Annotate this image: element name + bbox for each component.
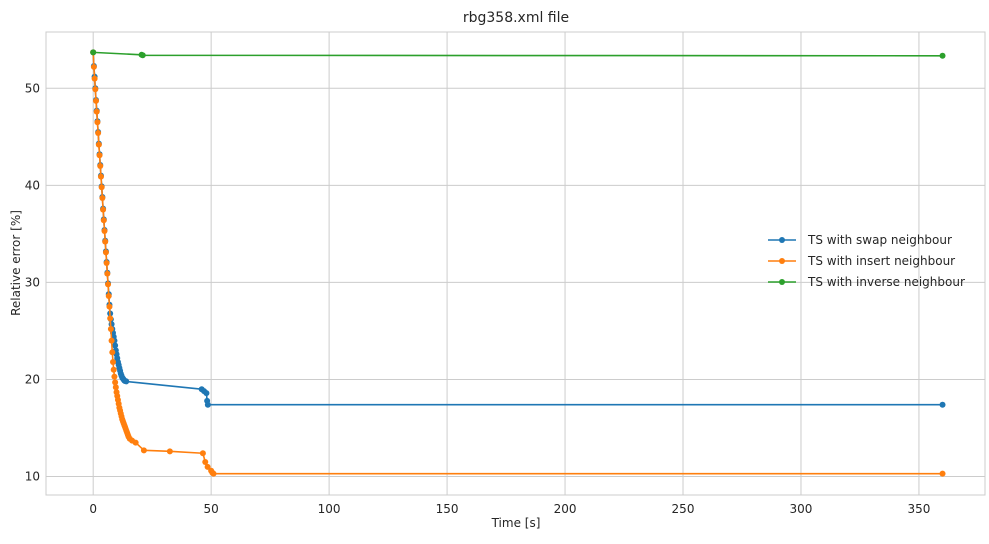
data-point (90, 49, 97, 56)
data-point (132, 439, 139, 446)
data-point (112, 379, 119, 386)
x-tick-label: 100 (318, 502, 341, 516)
x-tick-label: 300 (790, 502, 813, 516)
data-point (199, 450, 206, 457)
y-tick-label: 30 (25, 275, 40, 289)
x-tick-label: 250 (672, 502, 695, 516)
data-point (100, 206, 107, 213)
y-tick-label: 40 (25, 178, 40, 192)
plot-frame (45, 31, 986, 496)
data-point (110, 366, 117, 373)
data-point (111, 373, 118, 380)
x-tick-label: 150 (436, 502, 459, 516)
tick-labels: 0 50 100 150 200 250 300 350 10 20 30 40 50 (25, 81, 931, 516)
data-point (92, 86, 99, 93)
data-point (112, 384, 119, 391)
data-point (100, 217, 107, 224)
data-point (106, 303, 113, 310)
x-tick-label: 50 (204, 502, 219, 516)
data-point (105, 281, 112, 288)
data-point (103, 260, 110, 267)
series-ts-with-insert-neighbour (90, 49, 946, 477)
data-point (105, 293, 112, 300)
data-point (102, 238, 109, 245)
data-point (94, 119, 101, 126)
data-point (210, 470, 217, 477)
data-point (90, 63, 97, 70)
data-point (107, 315, 114, 322)
data-point (102, 249, 109, 256)
legend-label: TS with swap neighbour (807, 233, 952, 247)
data-point (202, 459, 209, 465)
legend-item: TS with inverse neighbour (768, 275, 965, 289)
series-ts-with-inverse-neighbour (90, 49, 946, 59)
data-point (101, 227, 108, 234)
data-point (203, 390, 210, 397)
data-point (939, 401, 946, 408)
x-tick-label: 350 (907, 502, 930, 516)
data-point (99, 194, 106, 201)
x-axis-title: Time [s] (491, 516, 541, 530)
legend-label: TS with insert neighbour (807, 254, 955, 268)
legend: TS with swap neighbour TS with insert nei… (768, 233, 965, 289)
chart-title: rbg358.xml file (463, 10, 569, 26)
y-tick-label: 50 (25, 81, 40, 95)
data-point (123, 378, 130, 385)
legend-marker (779, 258, 785, 264)
data-point (112, 342, 119, 349)
data-point (108, 337, 115, 344)
data-point (107, 326, 114, 333)
data-point (139, 52, 146, 59)
data-point (166, 448, 173, 455)
data-point (104, 270, 111, 277)
y-axis-title: Relative error [%] (9, 210, 23, 316)
data-point (91, 75, 98, 82)
data-point (98, 184, 105, 191)
grid (46, 32, 985, 495)
x-tick-label: 200 (554, 502, 577, 516)
data-point (97, 173, 104, 180)
data-point (96, 152, 103, 159)
data-point (93, 97, 100, 104)
data-point (140, 447, 147, 454)
y-tick-label: 10 (25, 470, 40, 484)
data-point (97, 162, 104, 169)
data-point (93, 108, 100, 115)
legend-marker (779, 279, 785, 285)
legend-item: TS with swap neighbour (768, 233, 952, 247)
data-point (95, 129, 102, 136)
data-point (939, 52, 946, 59)
legend-marker (779, 237, 785, 243)
data-point (204, 463, 211, 470)
y-tick-label: 20 (25, 372, 40, 386)
data-point (109, 349, 116, 356)
legend-item: TS with insert neighbour (768, 254, 955, 268)
data-point (95, 141, 102, 148)
legend-label: TS with inverse neighbour (807, 275, 965, 289)
data-point (204, 401, 211, 408)
data-point (110, 359, 116, 366)
series-layer (90, 49, 946, 477)
x-tick-label: 0 (89, 502, 97, 516)
data-point (939, 470, 946, 477)
